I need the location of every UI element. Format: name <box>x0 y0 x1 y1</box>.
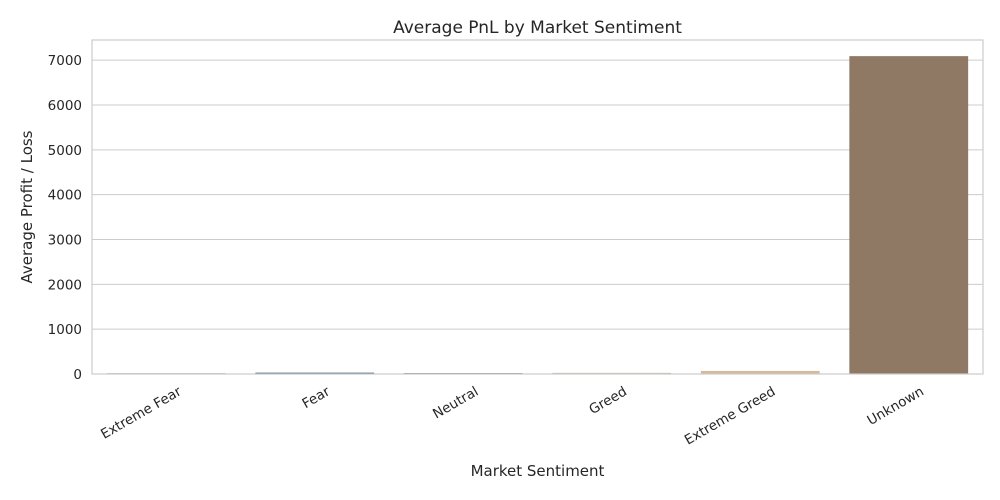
bar-unknown <box>849 56 969 375</box>
y-tick-label: 0 <box>73 367 82 383</box>
x-axis-label: Market Sentiment <box>471 462 605 480</box>
bar-fear <box>255 372 375 374</box>
x-tick-label: Neutral <box>430 384 481 423</box>
chart-title: Average PnL by Market Sentiment <box>393 18 682 38</box>
x-tick-label: Extreme Greed <box>682 384 778 449</box>
y-tick-label: 7000 <box>48 53 82 69</box>
y-tick-label: 4000 <box>48 188 82 204</box>
x-tick-label: Fear <box>299 383 333 412</box>
y-tick-label: 3000 <box>48 233 82 249</box>
plot-frame <box>91 39 984 375</box>
y-gridlines <box>92 59 983 375</box>
y-tick-label: 6000 <box>48 98 82 114</box>
x-tick-label: Extreme Fear <box>98 383 185 442</box>
x-tick-labels: Extreme Fear Fear Neutral Greed Extreme Gree… <box>98 383 927 448</box>
bar-extreme-greed <box>700 370 820 374</box>
bars <box>106 56 969 375</box>
y-tick-label: 1000 <box>48 322 82 338</box>
y-axis-label: Average Profit / Loss <box>18 130 36 283</box>
x-tick-label: Greed <box>586 384 629 418</box>
x-tick-label: Unknown <box>864 384 926 429</box>
y-tick-label: 2000 <box>48 277 82 293</box>
y-tick-labels: 0 1000 2000 3000 4000 5000 6000 7000 <box>48 53 82 383</box>
y-tick-label: 5000 <box>48 143 82 159</box>
